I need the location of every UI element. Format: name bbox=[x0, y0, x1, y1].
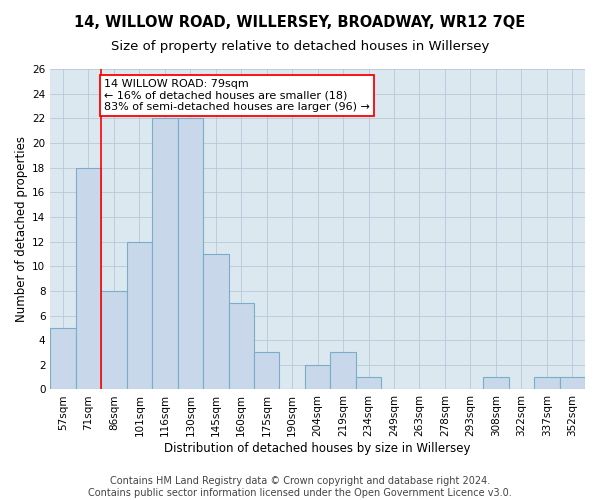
Text: Contains HM Land Registry data © Crown copyright and database right 2024.
Contai: Contains HM Land Registry data © Crown c… bbox=[88, 476, 512, 498]
Bar bbox=[305, 365, 331, 390]
X-axis label: Distribution of detached houses by size in Willersey: Distribution of detached houses by size … bbox=[164, 442, 471, 455]
Bar bbox=[560, 377, 585, 390]
Bar bbox=[50, 328, 76, 390]
Bar bbox=[203, 254, 229, 390]
Bar bbox=[483, 377, 509, 390]
Bar bbox=[76, 168, 101, 390]
Bar bbox=[534, 377, 560, 390]
Text: 14 WILLOW ROAD: 79sqm
← 16% of detached houses are smaller (18)
83% of semi-deta: 14 WILLOW ROAD: 79sqm ← 16% of detached … bbox=[104, 79, 370, 112]
Bar bbox=[152, 118, 178, 390]
Y-axis label: Number of detached properties: Number of detached properties bbox=[15, 136, 28, 322]
Bar bbox=[127, 242, 152, 390]
Bar bbox=[229, 303, 254, 390]
Text: Size of property relative to detached houses in Willersey: Size of property relative to detached ho… bbox=[111, 40, 489, 53]
Bar bbox=[331, 352, 356, 390]
Text: 14, WILLOW ROAD, WILLERSEY, BROADWAY, WR12 7QE: 14, WILLOW ROAD, WILLERSEY, BROADWAY, WR… bbox=[74, 15, 526, 30]
Bar bbox=[101, 291, 127, 390]
Bar bbox=[356, 377, 381, 390]
Bar bbox=[254, 352, 280, 390]
Bar bbox=[178, 118, 203, 390]
